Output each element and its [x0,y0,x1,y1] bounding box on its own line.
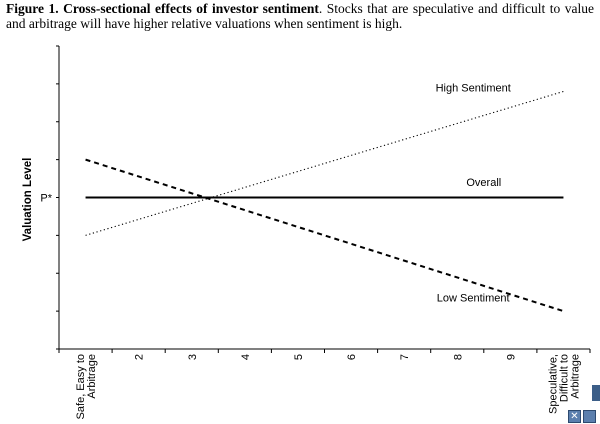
annotation-overall: Overall [466,177,501,189]
x-tick-label: 2 [134,354,146,360]
x-tick-label: 4 [240,354,252,360]
viewer-toolbar-strip[interactable] [592,385,600,401]
caption-text: . Stocks that are speculative and diffic… [6,1,594,31]
series-line-low-sentiment [85,158,564,313]
x-tick-label: Safe, Easy toArbitrage [75,354,98,419]
annotation-low-sentiment: Low Sentiment [437,293,510,305]
figure-caption: Figure 1. Cross-sectional effects of inv… [6,1,594,31]
x-tick-label: 3 [187,354,199,360]
x-tick-label: 7 [399,354,411,360]
series-line-high-sentiment [85,90,564,236]
expand-icon[interactable] [583,410,596,423]
caption-bold-title: Figure 1. Cross-sectional effects of inv… [6,1,319,16]
x-tick-label: Speculative,Difficult toArbitrage [547,354,581,414]
y-axis-label: Valuation Level [22,158,34,242]
annotation-high-sentiment: High Sentiment [436,82,511,94]
x-tick-label: 9 [505,354,517,360]
x-tick-label: 6 [346,354,358,360]
close-icon[interactable]: ✕ [568,410,581,423]
x-tick-label: 8 [452,354,464,360]
viewer-controls: ✕ [568,385,600,424]
y-tick-label: P* [40,193,52,205]
x-tick-label: 5 [293,354,305,360]
